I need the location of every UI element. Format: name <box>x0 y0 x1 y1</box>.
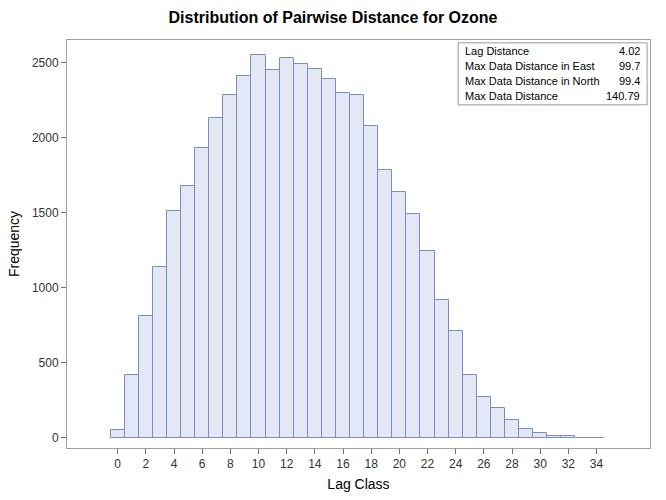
svg-text:2500: 2500 <box>32 56 59 70</box>
svg-text:14: 14 <box>308 457 322 471</box>
svg-text:2000: 2000 <box>32 131 59 145</box>
svg-text:10: 10 <box>252 457 266 471</box>
svg-text:Max Data Distance: Max Data Distance <box>465 90 558 102</box>
svg-text:20: 20 <box>393 457 407 471</box>
svg-text:12: 12 <box>280 457 294 471</box>
svg-text:28: 28 <box>505 457 519 471</box>
svg-text:4.02: 4.02 <box>619 45 640 57</box>
svg-text:30: 30 <box>533 457 547 471</box>
svg-text:6: 6 <box>199 457 206 471</box>
svg-text:99.4: 99.4 <box>619 75 640 87</box>
svg-text:Lag Class: Lag Class <box>327 476 389 492</box>
svg-text:16: 16 <box>336 457 350 471</box>
svg-text:8: 8 <box>227 457 234 471</box>
svg-text:500: 500 <box>39 356 59 370</box>
svg-text:Distribution of Pairwise Dista: Distribution of Pairwise Distance for Oz… <box>169 9 498 26</box>
svg-text:Max Data Distance in North: Max Data Distance in North <box>465 75 600 87</box>
svg-text:0: 0 <box>114 457 121 471</box>
svg-text:24: 24 <box>449 457 463 471</box>
svg-text:22: 22 <box>421 457 435 471</box>
svg-text:34: 34 <box>590 457 604 471</box>
svg-text:Lag Distance: Lag Distance <box>465 45 529 57</box>
svg-text:1000: 1000 <box>32 281 59 295</box>
svg-text:26: 26 <box>477 457 491 471</box>
svg-text:18: 18 <box>364 457 378 471</box>
svg-text:0: 0 <box>52 431 59 445</box>
svg-text:140.79: 140.79 <box>606 90 640 102</box>
svg-text:99.7: 99.7 <box>619 60 640 72</box>
svg-text:2: 2 <box>143 457 150 471</box>
svg-text:Frequency: Frequency <box>6 211 22 277</box>
svg-text:4: 4 <box>171 457 178 471</box>
svg-text:1500: 1500 <box>32 206 59 220</box>
svg-text:Max Data Distance in East: Max Data Distance in East <box>465 60 595 72</box>
svg-text:32: 32 <box>562 457 576 471</box>
